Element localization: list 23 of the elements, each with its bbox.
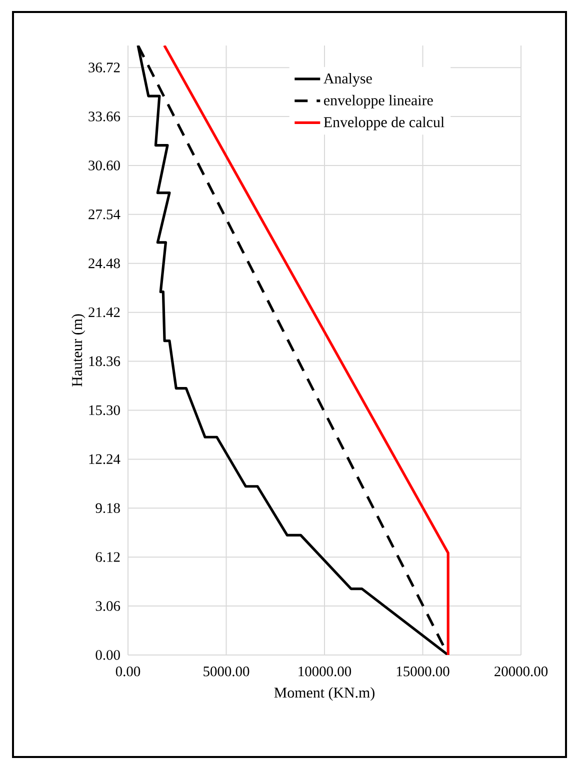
y-axis-title: Hauteur (m) (72, 314, 86, 387)
y-tick-label: 6.12 (96, 552, 120, 562)
x-tick-label: 0.00 (116, 666, 140, 676)
y-tick-label: 3.06 (96, 601, 120, 611)
legend-label: Enveloppe de calcul (324, 116, 444, 130)
y-tick-label: 21.42 (88, 307, 120, 318)
y-tick-label: 0.00 (96, 650, 120, 660)
x-tick-label: 10000.00 (298, 666, 352, 676)
y-tick-label: 36.72 (88, 62, 120, 72)
x-axis-title: Moment (KN.m) (274, 687, 374, 701)
legend-label: Analyse (324, 73, 372, 87)
y-tick-label: 30.60 (88, 160, 120, 170)
y-tick-label: 18.36 (89, 356, 120, 366)
y-tick-label: 33.66 (88, 112, 120, 122)
x-tick-label: 20000.00 (494, 666, 548, 676)
y-tick-label: 9.18 (96, 503, 120, 514)
x-tick-label: 15000.00 (396, 666, 450, 676)
y-tick-label: 15.30 (89, 405, 120, 416)
legend-label: enveloppe lineaire (324, 94, 433, 108)
y-tick-label: 24.48 (88, 258, 120, 268)
x-tick-label: 5000.00 (204, 666, 250, 676)
y-tick-label: 12.24 (89, 454, 120, 464)
y-tick-label: 27.54 (88, 210, 120, 220)
